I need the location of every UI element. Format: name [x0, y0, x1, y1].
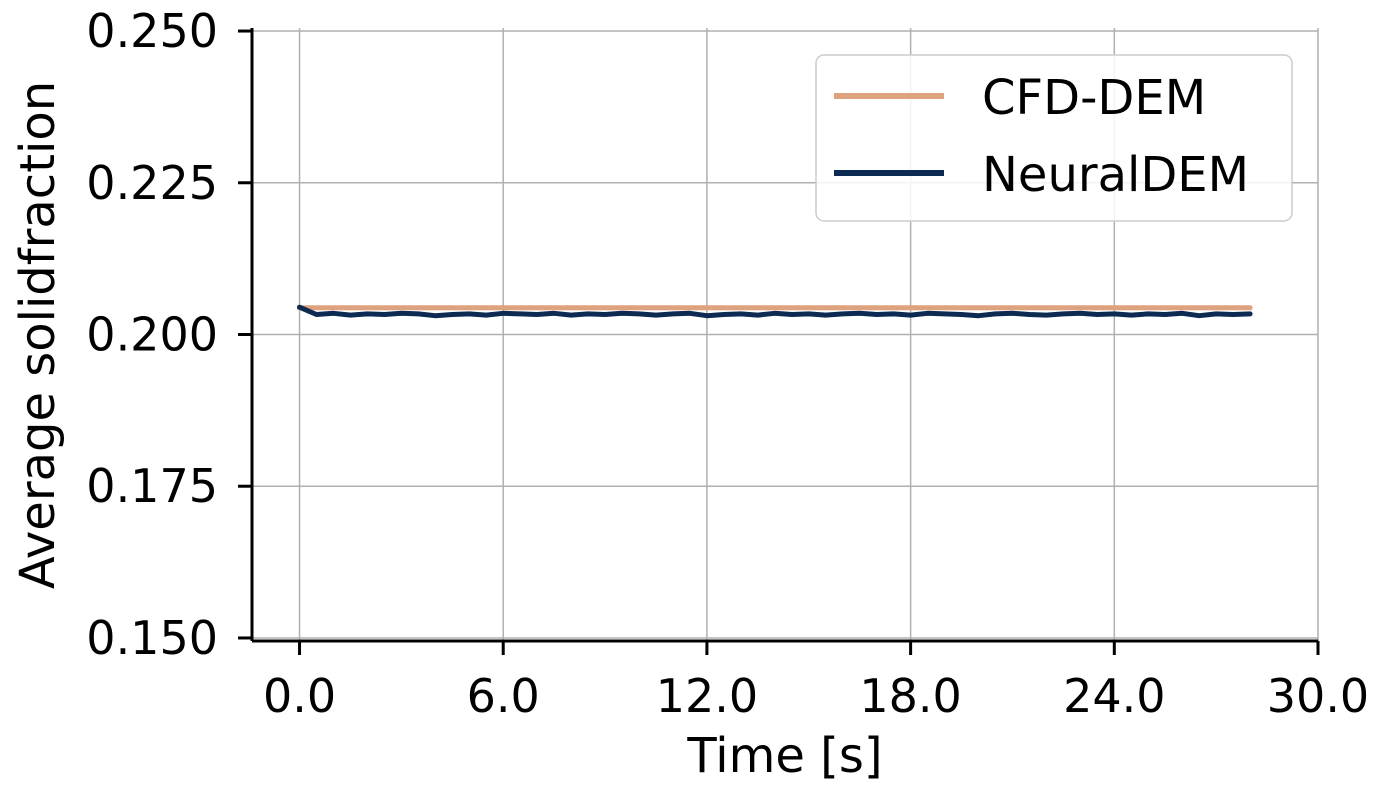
- y-tick-label: 0.225: [86, 156, 218, 210]
- series-line-neuraldem: [297, 304, 1253, 319]
- y-tick-label: 0.250: [86, 4, 218, 58]
- legend-label-neuraldem: NeuralDEM: [982, 147, 1249, 203]
- y-tick-label: 0.175: [86, 459, 218, 513]
- x-tick-label: 30.0: [1267, 669, 1369, 723]
- y-tick-label: 0.200: [86, 308, 218, 362]
- x-tick-label: 18.0: [859, 669, 961, 723]
- y-axis-label: Average solidfraction: [10, 81, 66, 589]
- x-tick-label: 12.0: [656, 669, 758, 723]
- legend-label-cfd-dem: CFD-DEM: [982, 70, 1206, 126]
- x-tick-label: 6.0: [467, 669, 540, 723]
- x-tick-label: 0.0: [263, 669, 336, 723]
- legend: CFD-DEM NeuralDEM: [815, 54, 1293, 222]
- x-axis-label: Time [s]: [686, 728, 882, 784]
- tick-layer: 0.0 6.0 12.0 18.0 24.0 30.0 0.150 0.175 0.200 0.2…: [86, 4, 1369, 723]
- x-tick-label: 24.0: [1063, 669, 1165, 723]
- series-layer: [297, 304, 1253, 319]
- y-tick-label: 0.150: [86, 611, 218, 665]
